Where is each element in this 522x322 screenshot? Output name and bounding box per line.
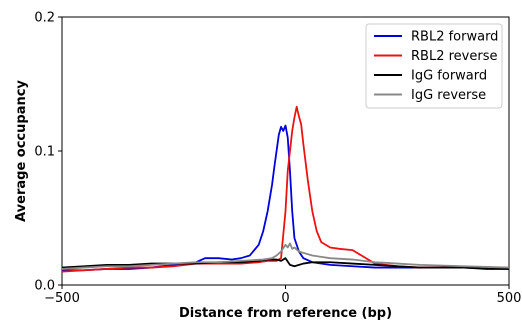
y-tick-label: 0.2 xyxy=(34,11,55,26)
plot-area: −500 0 500 0.0 0.1 0.2 xyxy=(34,11,521,307)
legend-label: IgG forward xyxy=(411,69,487,84)
y-tick-label: 0.1 xyxy=(34,145,55,160)
series-line-rbl2-reverse xyxy=(61,105,509,273)
x-tick-label: −500 xyxy=(44,291,80,306)
x-axis-label: Distance from reference (bp) xyxy=(179,306,392,321)
legend-label: IgG reverse xyxy=(411,88,486,103)
legend-label: RBL2 forward xyxy=(411,30,498,45)
legend-label: RBL2 reverse xyxy=(411,49,497,64)
y-tick-label: 0.0 xyxy=(34,279,55,294)
series-line-igg-reverse xyxy=(61,242,510,270)
ticks-group: −500 0 500 0.0 0.1 0.2 xyxy=(34,11,521,307)
x-tick-label: 0 xyxy=(281,291,289,306)
y-axis-label: Average occupancy xyxy=(14,80,29,222)
legend: RBL2 forward RBL2 reverse IgG forward IgG r… xyxy=(365,23,503,109)
x-tick-label: 500 xyxy=(497,291,522,306)
legend-box xyxy=(365,23,503,109)
series-group xyxy=(61,105,510,273)
